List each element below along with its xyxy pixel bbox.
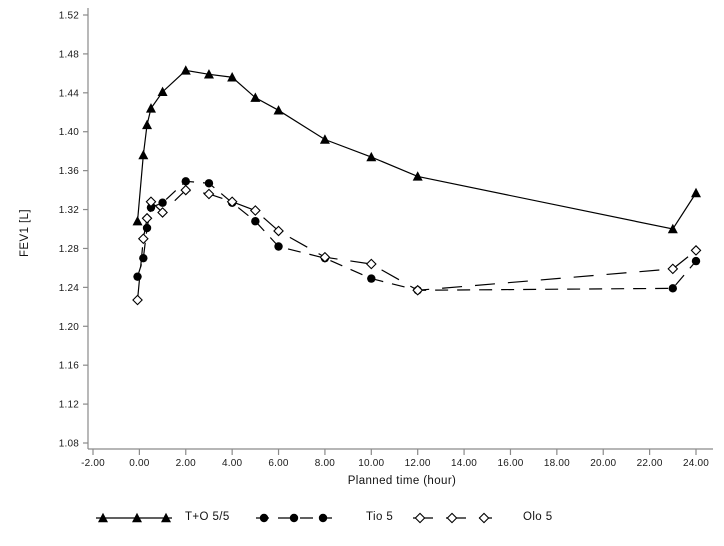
series-tio-5 (133, 177, 701, 295)
x-tick-label: 8.00 (315, 458, 336, 469)
y-tick-label: 1.12 (59, 400, 80, 411)
y-tick-label: 1.32 (59, 205, 80, 216)
legend-item-olo-5 (413, 512, 492, 524)
x-tick-label: 2.00 (176, 458, 197, 469)
series-t-o-5-5 (132, 65, 701, 234)
y-axis-ticks: 1.08 1.12 1.16 1.20 1.24 1.28 1.32 1.36 1.40 1.44… (59, 11, 88, 450)
y-tick-label: 1.40 (59, 127, 80, 138)
x-axis-ticks: -2.00 0.00 2.00 4.00 6.00 8.00 10.00 12.00 14.00… (81, 449, 709, 469)
legend-item-tio-5 (256, 513, 332, 523)
series-markers (132, 184, 702, 306)
y-axis-label: FEV1 [L] (19, 209, 31, 257)
y-tick-label: 1.08 (59, 439, 80, 450)
series-markers (133, 177, 701, 295)
x-tick-label: 0.00 (129, 458, 150, 469)
x-tick-label: 20.00 (590, 458, 616, 469)
y-tick-label: 1.28 (59, 244, 80, 255)
series-markers (132, 65, 701, 234)
x-tick-label: 18.00 (544, 458, 570, 469)
series-olo-5 (132, 184, 702, 306)
y-tick-label: 1.24 (59, 283, 80, 294)
x-tick-label: 16.00 (497, 458, 523, 469)
y-tick-label: 1.48 (59, 49, 80, 60)
x-tick-label: 10.00 (358, 458, 384, 469)
y-tick-label: 1.44 (59, 88, 80, 99)
series-line (136, 189, 697, 301)
x-tick-label: 4.00 (222, 458, 243, 469)
x-tick-label: 12.00 (405, 458, 431, 469)
x-tick-label: -2.00 (81, 458, 105, 469)
legend-label-tio-5: Tio 5 (366, 511, 394, 523)
y-tick-label: 1.52 (59, 11, 80, 22)
axes (87, 8, 713, 450)
legend-label-t-plus-o-5-5: T+O 5/5 (185, 511, 230, 523)
legend (96, 512, 492, 524)
x-tick-label: 24.00 (683, 458, 709, 469)
y-tick-label: 1.16 (59, 361, 80, 372)
y-tick-label: 1.36 (59, 166, 80, 177)
legend-item-t-o-5-5 (96, 512, 172, 523)
x-tick-label: 6.00 (268, 458, 289, 469)
x-tick-label: 14.00 (451, 458, 477, 469)
series-line (136, 69, 697, 230)
x-tick-label: 22.00 (637, 458, 663, 469)
legend-label-olo-5: Olo 5 (523, 511, 553, 523)
x-axis-label: Planned time (hour) (347, 475, 457, 487)
y-tick-label: 1.20 (59, 322, 80, 333)
